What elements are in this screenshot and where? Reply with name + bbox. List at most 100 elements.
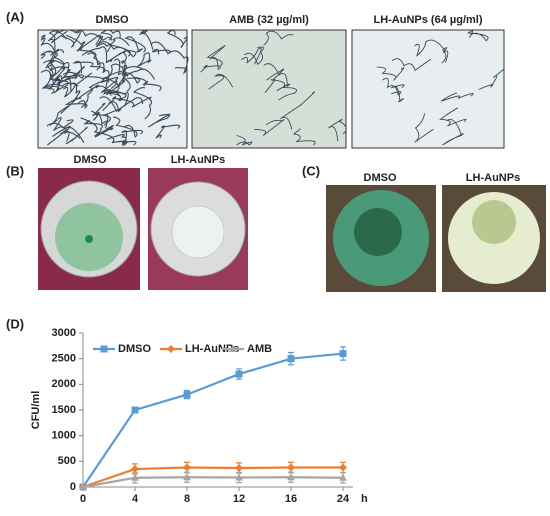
- x-tick-label: 24: [337, 493, 350, 505]
- hypha: [102, 96, 152, 112]
- hypha: [382, 77, 402, 96]
- x-tick-label: 12: [233, 493, 245, 505]
- hypha: [263, 63, 291, 92]
- hypha: [46, 51, 65, 80]
- hypha: [76, 84, 112, 100]
- hypha: [168, 50, 189, 75]
- image-title: LH-AuNPs (64 µg/ml): [373, 14, 482, 26]
- hypha: [442, 119, 464, 146]
- hypha: [441, 47, 449, 64]
- hypha: [390, 84, 405, 103]
- panel-label: (B): [6, 163, 24, 178]
- y-tick-label: 1500: [52, 404, 76, 416]
- hypha: [147, 113, 171, 128]
- image-title: LH-AuNPs: [171, 154, 225, 166]
- hypha: [376, 66, 405, 81]
- marker: [131, 465, 139, 474]
- hypha: [90, 110, 111, 123]
- hypha: [107, 49, 128, 65]
- hypha: [94, 124, 114, 138]
- marker: [235, 473, 243, 481]
- image-title: DMSO: [96, 14, 129, 26]
- hypha: [440, 92, 474, 102]
- hypha: [40, 34, 55, 51]
- marker: [79, 483, 87, 490]
- y-tick-label: 1000: [52, 430, 76, 442]
- hypha: [64, 97, 88, 110]
- hypha: [113, 116, 138, 138]
- hypha: [62, 71, 85, 93]
- hypha: [81, 79, 110, 108]
- hypha: [328, 118, 347, 142]
- hypha: [206, 44, 226, 67]
- hypha: [98, 41, 137, 58]
- hypha: [122, 68, 156, 92]
- y-tick-label: 500: [58, 455, 76, 467]
- hypha: [83, 120, 104, 137]
- y-axis-label: CFU/ml: [30, 391, 42, 430]
- hypha: [84, 76, 119, 90]
- hypha: [42, 72, 63, 92]
- image-title: DMSO: [364, 172, 397, 184]
- panel-label: (D): [6, 316, 24, 331]
- colony: [85, 235, 93, 243]
- hypha: [87, 52, 110, 83]
- panel-label: (C): [302, 163, 320, 178]
- panel-label: (A): [6, 9, 24, 24]
- hypha: [166, 29, 188, 48]
- hypha: [49, 105, 69, 126]
- series-line: [82, 466, 343, 489]
- legend-label: LH-AuNPs: [185, 343, 239, 355]
- marker: [183, 473, 191, 481]
- y-tick-label: 3000: [52, 327, 76, 339]
- marker: [287, 355, 295, 363]
- hypha: [106, 58, 125, 96]
- legend-marker: [100, 345, 108, 353]
- x-tick-label: 8: [184, 493, 190, 505]
- hypha: [74, 30, 113, 42]
- y-tick-label: 2000: [52, 378, 76, 390]
- hypha: [200, 57, 221, 73]
- hypha: [139, 29, 154, 50]
- y-tick-label: 0: [70, 481, 76, 493]
- series-line: [82, 352, 344, 488]
- marker: [287, 463, 295, 472]
- legend-label: AMB: [247, 343, 272, 355]
- series-line: [82, 476, 344, 489]
- hypha: [254, 119, 285, 136]
- hypha: [47, 30, 65, 54]
- marker: [131, 473, 139, 481]
- line-chart: 0 500 1000 1500 2000 2500 3000 0 4 8 12 16 24 h CFU/ml…: [30, 327, 368, 505]
- hypha: [65, 34, 101, 71]
- legend-marker: [167, 345, 175, 353]
- hypha: [155, 124, 181, 139]
- legend-marker: [229, 345, 237, 352]
- photos: [37, 29, 546, 292]
- hypha: [244, 46, 265, 66]
- hypha: [46, 119, 74, 129]
- hypha: [292, 128, 316, 146]
- marker: [183, 463, 191, 472]
- hypha: [263, 30, 294, 46]
- x-tick-label: 16: [285, 493, 297, 505]
- hypha: [478, 69, 505, 90]
- hypha: [76, 34, 101, 52]
- hypha: [280, 91, 315, 130]
- hypha: [414, 113, 434, 143]
- micrograph: [351, 29, 505, 149]
- hypha: [41, 82, 79, 95]
- hypha: [65, 126, 88, 145]
- x-tick-label: 0: [80, 493, 86, 505]
- hypha: [45, 48, 60, 69]
- marker: [131, 406, 139, 414]
- hypha: [105, 63, 129, 92]
- hypha: [270, 79, 298, 101]
- hypha: [466, 30, 489, 42]
- hypha: [57, 29, 82, 48]
- marker: [339, 473, 347, 481]
- legend-label: DMSO: [118, 343, 151, 355]
- hypha: [53, 117, 85, 144]
- hypha: [264, 68, 285, 94]
